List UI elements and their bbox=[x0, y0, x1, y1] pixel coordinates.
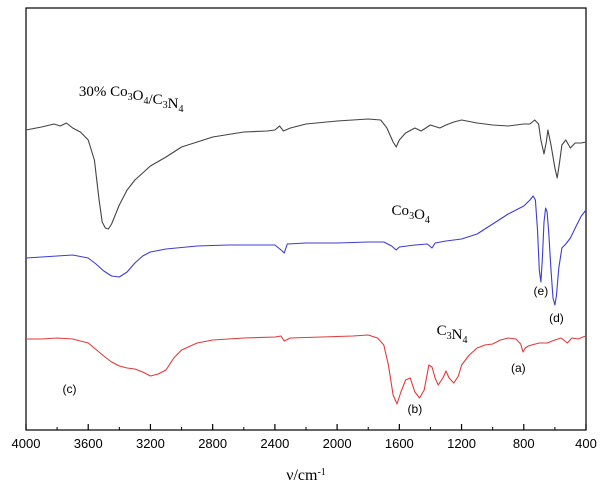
peak-annotations: (a) (b) (c) (d)(e) bbox=[63, 284, 564, 416]
series-line-co3o4 bbox=[25, 195, 587, 306]
x-tick-label: 1600 bbox=[385, 436, 414, 451]
series-line-c3n4 bbox=[26, 334, 587, 405]
x-axis-label-superscript: -1 bbox=[317, 467, 325, 478]
x-tick-label: 3600 bbox=[74, 436, 103, 451]
peak-annotation: (c) bbox=[63, 382, 77, 396]
x-tick-label: 4000 bbox=[12, 436, 41, 451]
series-labels: 30% Co3O4/C3N4 Co3O4 C3N4 bbox=[79, 84, 468, 346]
x-axis-label: ν/cm-1 bbox=[286, 467, 326, 485]
x-tick-label: 2800 bbox=[198, 436, 227, 451]
series-line-composite bbox=[25, 118, 587, 230]
x-tick-label: 2000 bbox=[323, 436, 352, 451]
series-label-c3n4: C3N4 bbox=[437, 323, 468, 346]
peak-annotation: (a) bbox=[511, 361, 526, 375]
x-tick-label: 3200 bbox=[136, 436, 165, 451]
x-axis-ticks: 4000 3600 3200 2800 2400 2000 1600 1200 800 400 bbox=[12, 424, 597, 451]
peak-annotation: (b) bbox=[408, 402, 423, 416]
series-label-composite: 30% Co3O4/C3N4 bbox=[79, 84, 184, 115]
peak-annotation: (d) bbox=[549, 311, 564, 325]
series-label-co3o4: Co3O4 bbox=[392, 203, 430, 226]
peak-annotation: (e) bbox=[534, 284, 549, 298]
x-tick-label: 1200 bbox=[447, 436, 476, 451]
x-tick-label: 2400 bbox=[260, 436, 289, 451]
x-axis-label-base: ν/cm bbox=[286, 467, 318, 484]
series-group bbox=[25, 118, 587, 405]
x-tick-label: 800 bbox=[513, 436, 535, 451]
x-tick-label: 400 bbox=[575, 436, 597, 451]
